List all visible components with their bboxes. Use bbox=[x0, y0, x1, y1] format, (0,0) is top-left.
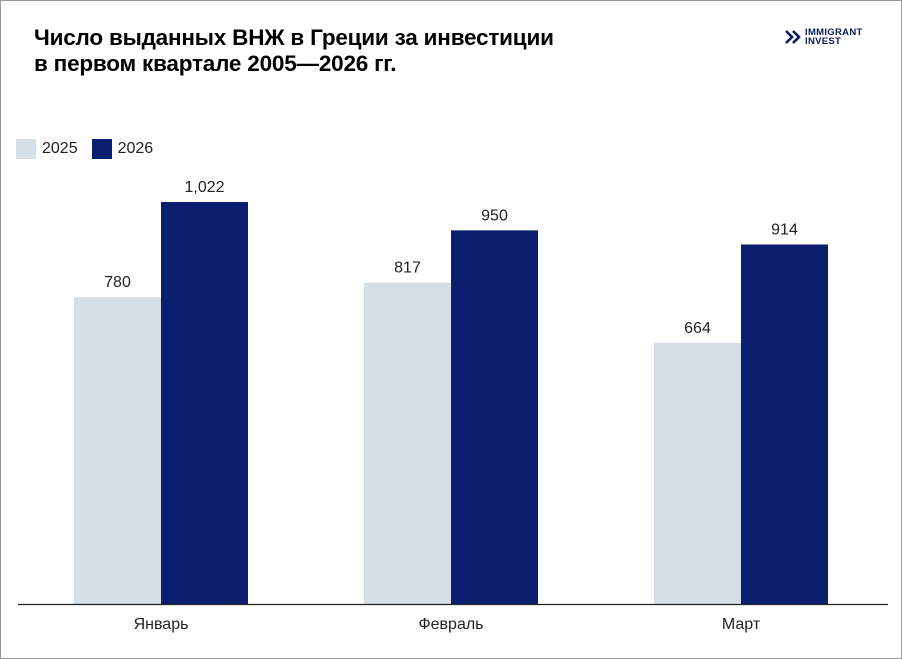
bar-2026-1 bbox=[161, 202, 248, 604]
legend-label-2026: 2026 bbox=[117, 140, 154, 157]
bar-2025-2 bbox=[364, 282, 451, 604]
logo-line-2: INVEST bbox=[805, 36, 842, 47]
data-label-2025-2: 817 bbox=[394, 260, 421, 277]
logo-text: IMMIGRANT INVEST bbox=[805, 27, 863, 47]
legend-item-2025: 2025 bbox=[16, 139, 78, 159]
bar-2026-3 bbox=[741, 244, 828, 604]
logo-line-1: IMMIGRANT bbox=[805, 27, 863, 38]
data-label-2026-1: 1,022 bbox=[184, 179, 224, 196]
x-tick-label-2: Февраль bbox=[418, 616, 483, 633]
x-tick-label-1: Январь bbox=[134, 616, 189, 633]
legend-swatch-2026 bbox=[91, 139, 112, 159]
logo-mark-icon bbox=[785, 30, 801, 44]
bar-2025-1 bbox=[74, 297, 161, 604]
chart-title-line-2: в первом квартале 2005—2026 гг. bbox=[34, 51, 397, 76]
data-label-2025-1: 780 bbox=[104, 274, 131, 291]
legend-swatch-2025 bbox=[16, 139, 36, 159]
data-label-2025-3: 664 bbox=[684, 320, 711, 337]
brand-logo: IMMIGRANT INVEST bbox=[785, 28, 863, 46]
bar-2026-2 bbox=[451, 230, 538, 605]
legend-label-2025: 2025 bbox=[42, 140, 78, 157]
x-tick-label-3: Март bbox=[722, 616, 761, 633]
data-label-2026-2: 950 bbox=[481, 207, 508, 224]
chart-legend: 2025 2026 bbox=[16, 139, 167, 159]
chart-title: Число выданных ВНЖ в Греции за инвестици… bbox=[34, 25, 554, 77]
legend-item-2026: 2026 bbox=[91, 139, 154, 159]
chart-title-line-1: Число выданных ВНЖ в Греции за инвестици… bbox=[34, 25, 554, 50]
bar-2025-3 bbox=[654, 342, 741, 604]
data-label-2026-3: 914 bbox=[771, 221, 798, 238]
